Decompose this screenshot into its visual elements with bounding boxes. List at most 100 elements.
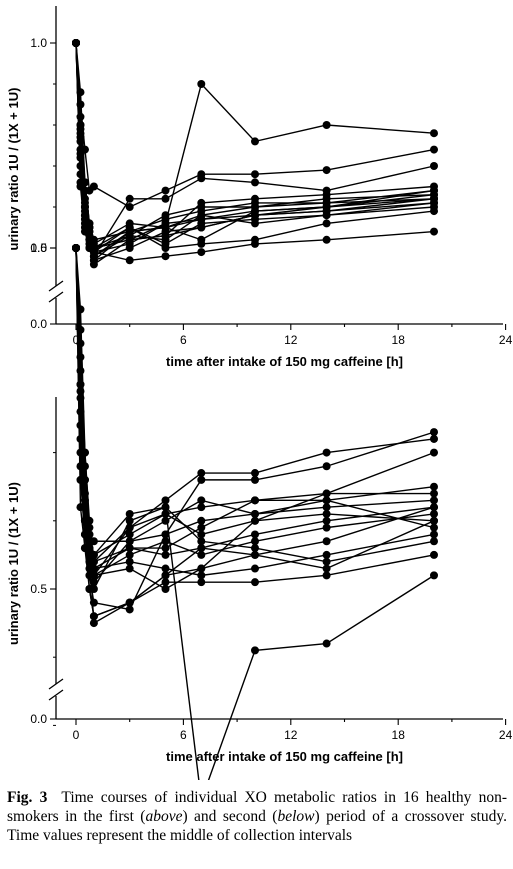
data-point bbox=[197, 537, 206, 546]
data-point bbox=[251, 550, 259, 559]
data-point bbox=[251, 219, 259, 228]
data-point bbox=[322, 503, 331, 512]
data-point bbox=[430, 496, 438, 505]
data-point bbox=[251, 537, 259, 546]
data-point bbox=[430, 448, 438, 457]
data-point bbox=[430, 162, 438, 170]
data-point bbox=[251, 530, 259, 539]
data-point bbox=[89, 571, 98, 580]
data-point bbox=[430, 482, 438, 491]
data-point bbox=[197, 223, 206, 232]
data-point bbox=[125, 227, 134, 236]
data-point bbox=[197, 550, 206, 559]
data-point bbox=[72, 244, 80, 252]
data-point bbox=[430, 537, 438, 546]
data-point bbox=[80, 211, 89, 220]
data-point bbox=[197, 503, 206, 512]
data-point bbox=[89, 252, 98, 261]
caption-word-below: below bbox=[277, 808, 315, 825]
data-point bbox=[430, 509, 438, 518]
data-point bbox=[161, 244, 170, 252]
data-point bbox=[430, 186, 438, 195]
data-point bbox=[322, 557, 331, 566]
data-point bbox=[322, 537, 331, 546]
data-point bbox=[161, 564, 170, 573]
data-point bbox=[125, 256, 134, 265]
data-point bbox=[251, 516, 259, 525]
data-point bbox=[251, 211, 259, 220]
data-point bbox=[322, 523, 331, 532]
data-point bbox=[322, 198, 331, 207]
data-point bbox=[251, 646, 259, 655]
axis-break-mark bbox=[48, 678, 64, 690]
y-tick-label: 0.0 bbox=[30, 712, 47, 726]
data-point bbox=[197, 80, 206, 88]
data-point bbox=[430, 516, 438, 525]
y-tick-label: 0.5 bbox=[30, 241, 47, 255]
data-point bbox=[161, 194, 170, 203]
data-point bbox=[197, 523, 206, 532]
data-point bbox=[161, 186, 170, 195]
data-point bbox=[89, 619, 98, 628]
data-point bbox=[197, 544, 206, 553]
data-point bbox=[161, 231, 170, 240]
data-point bbox=[161, 537, 170, 546]
data-point bbox=[430, 129, 438, 138]
data-point bbox=[197, 564, 206, 573]
x-tick-label: 0 bbox=[73, 728, 80, 742]
data-point bbox=[430, 227, 438, 236]
data-point bbox=[430, 145, 438, 154]
data-point bbox=[125, 544, 134, 553]
data-point bbox=[80, 503, 89, 512]
data-point bbox=[322, 639, 331, 648]
data-point bbox=[197, 211, 206, 220]
data-point bbox=[125, 564, 134, 573]
series-16 bbox=[72, 244, 438, 580]
data-point bbox=[322, 219, 331, 228]
data-point bbox=[322, 571, 331, 580]
data-point bbox=[197, 475, 206, 484]
x-axis-label: time after intake of 150 mg caffeine [h] bbox=[166, 354, 403, 369]
data-point bbox=[251, 564, 259, 573]
data-point bbox=[197, 571, 206, 580]
data-point bbox=[430, 428, 438, 437]
data-point bbox=[89, 182, 98, 191]
caption-text-1: Time courses of individual XO metabolic … bbox=[7, 789, 507, 825]
data-point bbox=[197, 469, 206, 478]
data-point bbox=[322, 462, 331, 471]
data-point bbox=[85, 227, 94, 236]
caption-text-3: ) period of a crossover study. Time valu… bbox=[7, 808, 507, 844]
data-point bbox=[197, 239, 206, 248]
data-point bbox=[251, 203, 259, 211]
data-point bbox=[430, 530, 438, 539]
series-line bbox=[75, 247, 435, 556]
data-point bbox=[322, 489, 331, 498]
data-point bbox=[161, 516, 170, 525]
data-point bbox=[80, 448, 89, 457]
data-point bbox=[161, 571, 170, 580]
data-point bbox=[161, 503, 170, 512]
data-point bbox=[161, 544, 170, 553]
data-point bbox=[322, 166, 331, 175]
y-tick-label: 0.5 bbox=[30, 582, 47, 596]
data-point bbox=[85, 544, 94, 553]
data-point bbox=[322, 509, 331, 518]
data-point bbox=[197, 530, 206, 539]
y-tick-label: 0.0 bbox=[30, 317, 47, 331]
data-point bbox=[430, 503, 438, 512]
data-point bbox=[89, 244, 98, 252]
axis-break-mark bbox=[48, 689, 64, 701]
data-point bbox=[197, 174, 206, 183]
data-point bbox=[322, 121, 331, 129]
x-tick-label: 18 bbox=[392, 728, 406, 742]
data-point bbox=[251, 137, 259, 146]
x-tick-label: 0 bbox=[73, 333, 80, 347]
data-point bbox=[125, 235, 134, 244]
data-point bbox=[197, 496, 206, 505]
data-point bbox=[161, 578, 170, 587]
data-point bbox=[161, 550, 170, 559]
data-point bbox=[251, 496, 259, 505]
data-point bbox=[251, 544, 259, 553]
